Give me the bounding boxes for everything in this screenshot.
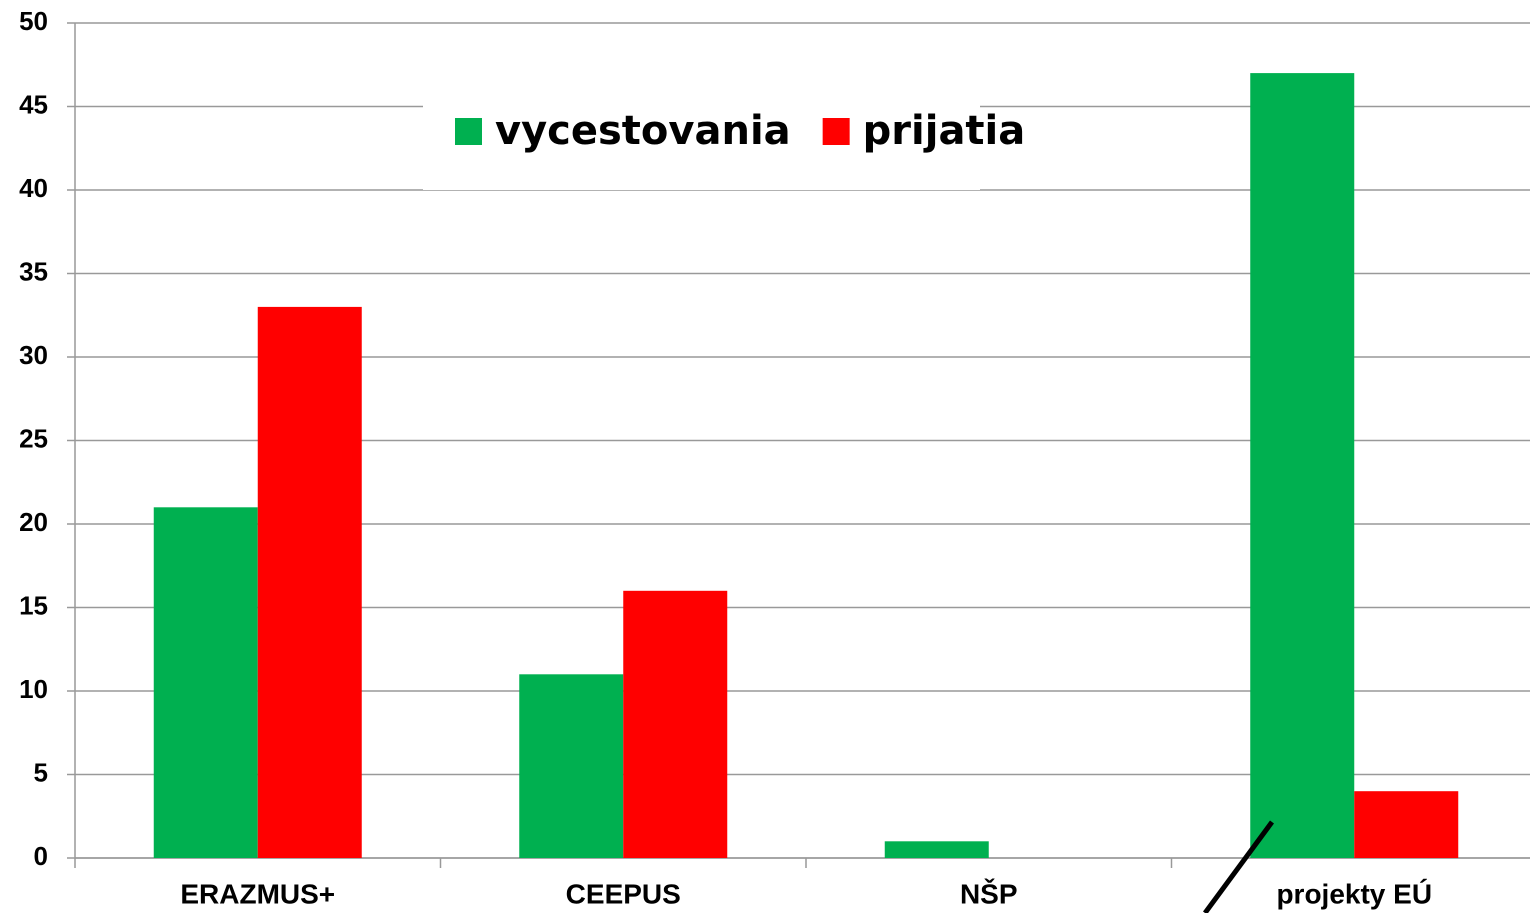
x-tick-label: CEEPUS [566,878,681,909]
y-tick-label: 10 [19,674,48,704]
legend-box [423,75,980,190]
legend-swatch [822,118,850,145]
x-tick-label: ERAZMUS+ [180,878,335,909]
bar [1250,73,1355,859]
bar [257,306,362,858]
bar [153,507,258,858]
x-tick-label: projekty EÚ [1276,878,1432,909]
y-tick-label: 20 [19,507,48,537]
pointer-line [1202,820,1275,913]
bars [153,73,1459,859]
bar [1354,791,1459,858]
y-tick-label: 25 [19,423,48,453]
y-tick-label: 0 [34,841,48,871]
bar [519,674,624,858]
y-tick-label: 45 [19,89,48,119]
bar [623,590,728,858]
y-tick-label: 15 [19,590,48,620]
legend-label: vycestovania [495,108,791,154]
y-tick-label: 35 [19,256,48,286]
bar [884,841,989,858]
y-tick-label: 30 [19,340,48,370]
y-tick-label: 50 [19,6,48,36]
y-tick-label: 5 [34,757,48,787]
y-tick-label: 40 [19,173,48,203]
legend-label: prijatia [863,108,1026,154]
x-tick-label: NŠP [960,877,1018,909]
legend: vycestovania prijatia [423,75,1025,190]
legend-swatch [455,118,482,145]
